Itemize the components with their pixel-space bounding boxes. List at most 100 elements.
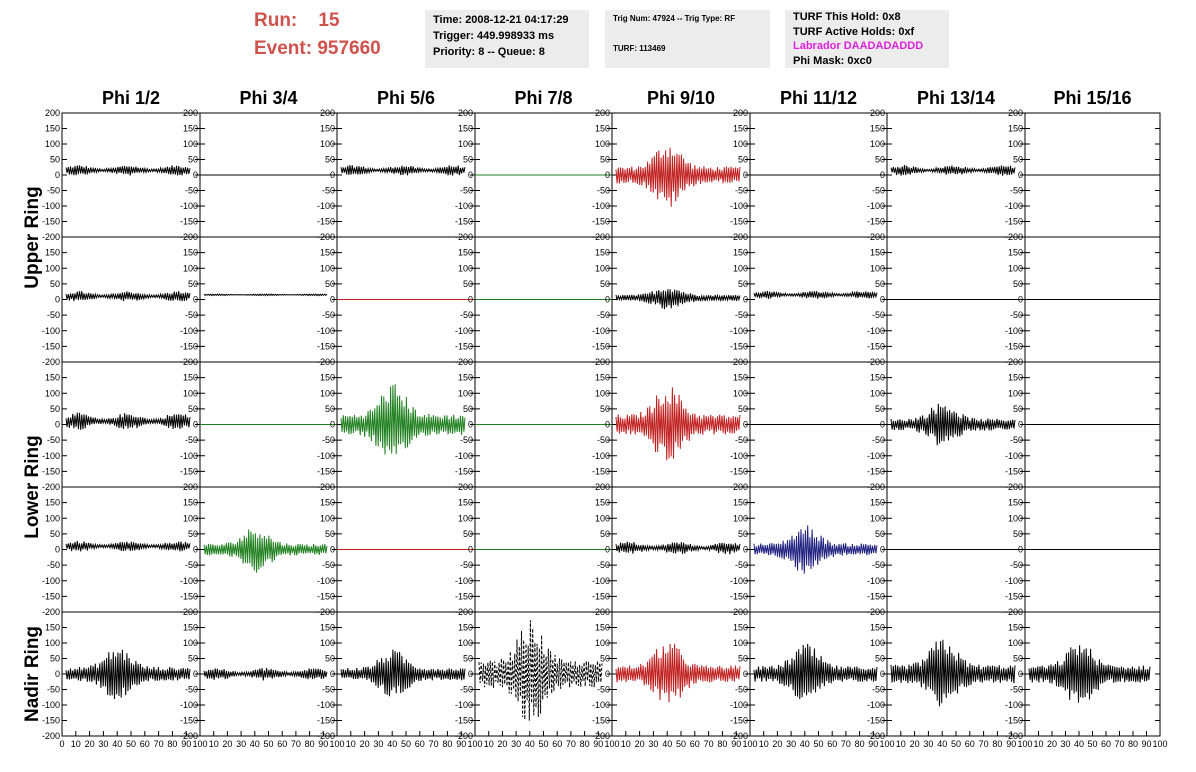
y-tick-label: 150 [183, 498, 198, 508]
x-tick-label: 30 [648, 739, 658, 749]
y-tick-label: -200 [1005, 731, 1023, 741]
y-tick-label: -150 [317, 716, 335, 726]
y-tick-label: 50 [1013, 155, 1023, 165]
y-tick-label: 100 [320, 263, 335, 273]
y-tick-label: -100 [867, 201, 885, 211]
y-tick-label: -50 [872, 310, 885, 320]
y-tick-label: 150 [595, 248, 610, 258]
x-tick-label: 70 [979, 739, 989, 749]
y-tick-label: -50 [47, 685, 60, 695]
waveform-trace [203, 667, 328, 681]
y-tick-label: -100 [867, 326, 885, 336]
x-tick-label: 60 [415, 739, 425, 749]
x-tick-label: 40 [250, 739, 260, 749]
time-text: Time: 2008-12-21 04:17:29 [433, 14, 569, 26]
y-tick-label: -100 [592, 451, 610, 461]
x-tick-label: 60 [690, 739, 700, 749]
x-tick-label: 40 [937, 739, 947, 749]
y-tick-label: -150 [867, 591, 885, 601]
x-tick-label: 100 [192, 739, 207, 749]
y-tick-label: 150 [458, 498, 473, 508]
y-tick-label: 100 [45, 263, 60, 273]
y-tick-label: 50 [738, 155, 748, 165]
x-tick-label: 90 [868, 739, 878, 749]
waveform-trace [615, 147, 741, 207]
y-tick-label: 100 [183, 139, 198, 149]
y-tick-label: 50 [738, 654, 748, 664]
x-tick-label: 100 [329, 739, 344, 749]
y-tick-label: 100 [458, 139, 473, 149]
waveform-trace [890, 639, 1016, 707]
y-tick-label: 0 [468, 170, 473, 180]
y-tick-label: 0 [55, 669, 60, 679]
y-tick-label: -100 [1005, 201, 1023, 211]
y-tick-label: -50 [597, 685, 610, 695]
y-tick-label: -150 [317, 466, 335, 476]
y-tick-label: -150 [42, 591, 60, 601]
y-tick-label: 150 [320, 124, 335, 134]
y-tick-label: -100 [867, 451, 885, 461]
y-tick-label: 100 [1008, 638, 1023, 648]
y-tick-label: 150 [1008, 248, 1023, 258]
y-tick-label: 0 [880, 420, 885, 430]
y-tick-label: 150 [1008, 373, 1023, 383]
waveform-trace [65, 291, 191, 302]
y-tick-label: 200 [320, 108, 335, 118]
y-tick-label: 100 [733, 139, 748, 149]
waveform-trace [340, 649, 466, 697]
y-tick-label: -150 [455, 217, 473, 227]
x-tick-label: 70 [291, 739, 301, 749]
column-header: Phi 9/10 [647, 88, 715, 108]
y-tick-label: 50 [325, 155, 335, 165]
y-tick-label: 150 [183, 248, 198, 258]
y-tick-label: -150 [42, 466, 60, 476]
y-tick-label: 100 [1008, 513, 1023, 523]
y-tick-label: 200 [595, 108, 610, 118]
y-tick-label: 150 [45, 498, 60, 508]
y-tick-label: 100 [183, 638, 198, 648]
y-tick-label: -200 [42, 232, 60, 242]
y-tick-label: 0 [605, 545, 610, 555]
y-tick-label: 50 [188, 155, 198, 165]
y-tick-label: 0 [880, 170, 885, 180]
y-tick-label: -100 [867, 700, 885, 710]
y-tick-label: -50 [597, 310, 610, 320]
y-tick-label: 50 [50, 529, 60, 539]
x-tick-label: 80 [992, 739, 1002, 749]
x-tick-label: 30 [1060, 739, 1070, 749]
y-tick-label: -100 [317, 576, 335, 586]
y-tick-label: -100 [592, 201, 610, 211]
y-tick-label: 0 [55, 170, 60, 180]
waveform-trace [65, 540, 191, 552]
waveform-trace [753, 290, 878, 299]
y-tick-label: 50 [600, 529, 610, 539]
y-tick-label: -100 [42, 201, 60, 211]
y-tick-label: -150 [1005, 716, 1023, 726]
y-tick-label: 100 [183, 388, 198, 398]
y-tick-label: -150 [42, 341, 60, 351]
y-tick-label: 0 [330, 420, 335, 430]
x-tick-label: 20 [635, 739, 645, 749]
y-tick-label: -50 [185, 310, 198, 320]
waveform-trace [890, 403, 1016, 446]
x-tick-label: 50 [263, 739, 273, 749]
y-tick-label: 0 [55, 420, 60, 430]
y-tick-label: 100 [870, 388, 885, 398]
y-tick-label: 200 [183, 108, 198, 118]
y-tick-label: 150 [733, 373, 748, 383]
y-tick-label: -150 [730, 217, 748, 227]
y-tick-label: 100 [320, 139, 335, 149]
y-tick-label: 150 [45, 248, 60, 258]
y-tick-label: -50 [322, 310, 335, 320]
y-tick-label: 50 [600, 155, 610, 165]
y-tick-label: 50 [875, 404, 885, 414]
waveform-trace [65, 649, 191, 700]
y-tick-label: 100 [870, 638, 885, 648]
ring-label: Upper Ring [22, 186, 43, 288]
y-tick-label: -200 [455, 731, 473, 741]
y-tick-label: 100 [870, 263, 885, 273]
x-tick-label: 80 [442, 739, 452, 749]
y-tick-label: -50 [185, 560, 198, 570]
x-tick-label: 60 [552, 739, 562, 749]
y-tick-label: 200 [45, 108, 60, 118]
